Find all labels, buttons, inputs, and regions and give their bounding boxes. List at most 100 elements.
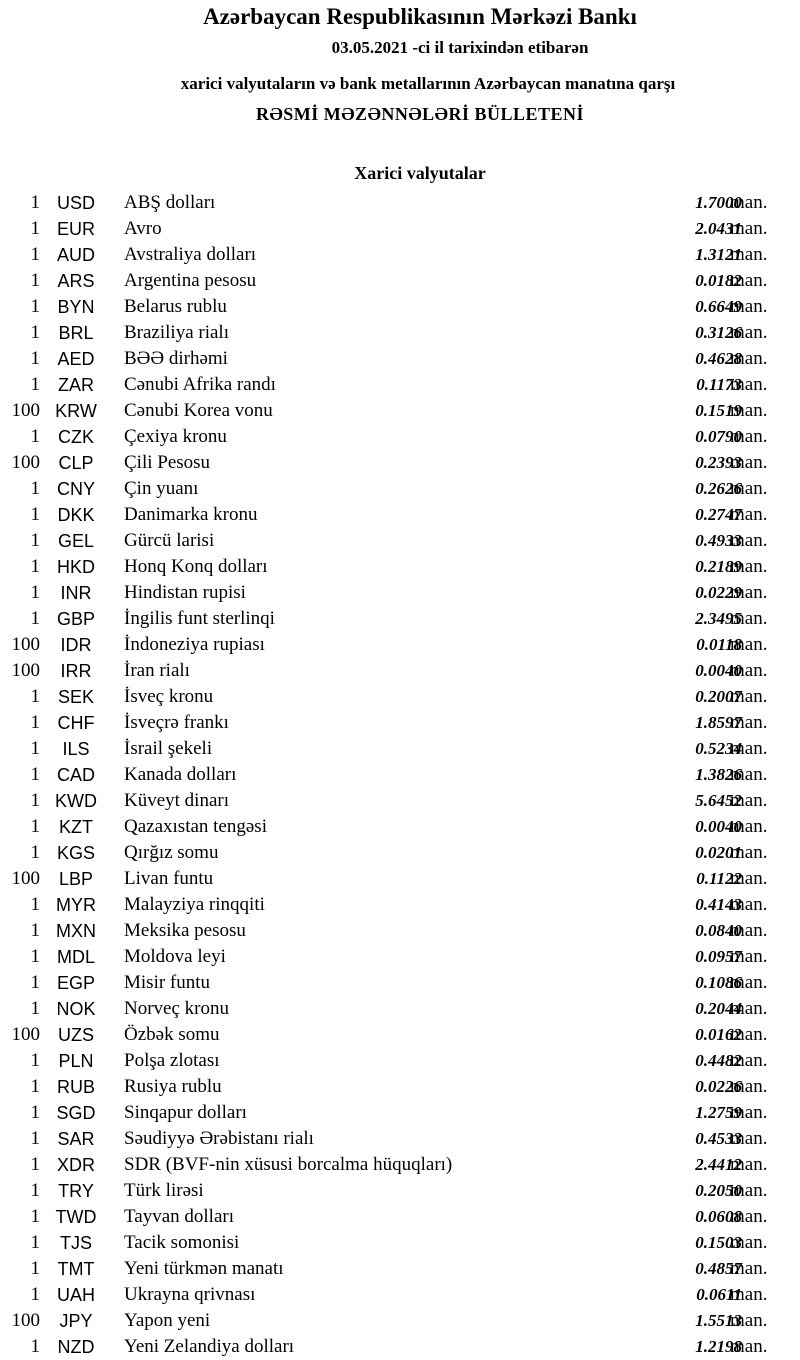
quantity: 1 bbox=[30, 296, 41, 317]
currency-name: Malayziya rinqqiti bbox=[124, 894, 265, 915]
unit-label: man. bbox=[730, 348, 768, 369]
currency-code: CHF bbox=[57, 713, 95, 733]
table-row: 1 SAR Səudiyyə Ərəbistanı rialı 0.4533 man. bbox=[0, 1126, 800, 1152]
unit-label: man. bbox=[730, 1206, 768, 1227]
currency-code: AED bbox=[57, 349, 95, 369]
table-row: 1 AUD Avstraliya dolları 1.3121 man. bbox=[0, 242, 800, 268]
currency-code: BYN bbox=[57, 297, 95, 317]
currency-name: Misir funtu bbox=[124, 972, 211, 993]
unit-label: man. bbox=[730, 1102, 768, 1123]
quantity: 100 bbox=[11, 634, 41, 655]
currency-code: JPY bbox=[59, 1311, 93, 1331]
table-row: 1 RUB Rusiya rublu 0.0226 man. bbox=[0, 1074, 800, 1100]
currency-code: IDR bbox=[60, 635, 92, 655]
rate-value: 0.4933 bbox=[695, 531, 742, 550]
rate-value: 1.2198 bbox=[695, 1337, 742, 1356]
unit-label: man. bbox=[730, 1232, 768, 1253]
currency-name: Argentina pesosu bbox=[124, 270, 257, 291]
unit-label: man. bbox=[730, 868, 768, 889]
unit-label: man. bbox=[730, 218, 768, 239]
quantity: 1 bbox=[30, 530, 41, 551]
bank-name: Azərbaycan Respublikasının Mərkəzi Bankı bbox=[203, 4, 637, 29]
rate-value: 0.2747 bbox=[695, 505, 742, 524]
rate-value: 2.4412 bbox=[695, 1155, 742, 1174]
table-row: 1 SEK İsveç kronu 0.2007 man. bbox=[0, 684, 800, 710]
table-row: 1 XDR SDR (BVF-nin xüsusi borcalma hüquqla… bbox=[0, 1152, 800, 1178]
rate-value: 0.0957 bbox=[695, 947, 742, 966]
currency-name: Avstraliya dolları bbox=[124, 244, 257, 265]
quantity: 1 bbox=[30, 1076, 41, 1097]
unit-label: man. bbox=[730, 1180, 768, 1201]
quantity: 100 bbox=[11, 1310, 41, 1331]
currency-code: KRW bbox=[55, 401, 97, 421]
currency-name: Qazaxıstan tengəsi bbox=[124, 816, 267, 837]
unit-label: man. bbox=[730, 972, 768, 993]
rate-value: 2.3495 bbox=[695, 609, 742, 628]
currency-code: UAH bbox=[56, 1285, 95, 1305]
table-row: 1 MDL Moldova leyi 0.0957 man. bbox=[0, 944, 800, 970]
unit-label: man. bbox=[730, 374, 768, 395]
table-row: 1 EGP Misir funtu 0.1086 man. bbox=[0, 970, 800, 996]
table-row: 1 PLN Polşa zlotası 0.4482 man. bbox=[0, 1048, 800, 1074]
currency-name: İngilis funt sterlinqi bbox=[124, 608, 275, 629]
table-row: 1 DKK Danimarka kronu 0.2747 man. bbox=[0, 502, 800, 528]
unit-label: man. bbox=[730, 1336, 768, 1357]
unit-label: man. bbox=[730, 400, 768, 421]
rate-value: 1.7000 bbox=[695, 193, 742, 212]
quantity: 1 bbox=[30, 1050, 41, 1071]
table-row: 1 TWD Tayvan dolları 0.0608 man. bbox=[0, 1204, 800, 1230]
table-row: 1 ILS İsrail şekeli 0.5234 man. bbox=[0, 736, 800, 762]
currency-code: CLP bbox=[58, 453, 94, 473]
quantity: 1 bbox=[30, 348, 41, 369]
rate-value: 0.0162 bbox=[695, 1025, 742, 1044]
rate-value: 0.1503 bbox=[695, 1233, 742, 1252]
currency-code: AUD bbox=[56, 245, 95, 265]
currency-name: Belarus rublu bbox=[124, 296, 227, 317]
currency-name: SDR (BVF-nin xüsusi borcalma hüquqları) bbox=[124, 1154, 453, 1175]
table-row: 100 IRR İran rialı 0.0040 man. bbox=[0, 658, 800, 684]
quantity: 1 bbox=[30, 1258, 41, 1279]
quantity: 1 bbox=[30, 1180, 41, 1201]
quantity: 1 bbox=[30, 998, 41, 1019]
quantity: 1 bbox=[30, 1102, 41, 1123]
currency-code: GBP bbox=[56, 609, 95, 629]
quantity: 100 bbox=[11, 868, 41, 889]
unit-label: man. bbox=[730, 1258, 768, 1279]
rate-value: 0.0229 bbox=[695, 583, 742, 602]
rate-value: 2.0431 bbox=[695, 219, 742, 238]
currency-name: Avro bbox=[124, 218, 162, 239]
date-line: 03.05.2021 -ci il tarixindən etibarən bbox=[331, 38, 589, 57]
currency-code: CNY bbox=[56, 479, 95, 499]
unit-label: man. bbox=[730, 1024, 768, 1045]
unit-label: man. bbox=[730, 322, 768, 343]
unit-label: man. bbox=[730, 1050, 768, 1071]
table-row: 1 KGS Qırğız somu 0.0201 man. bbox=[0, 840, 800, 866]
table-row: 1 CZK Çexiya kronu 0.0790 man. bbox=[0, 424, 800, 450]
currency-name: Danimarka kronu bbox=[124, 504, 258, 525]
rate-value: 0.0118 bbox=[696, 635, 742, 654]
quantity: 1 bbox=[30, 764, 41, 785]
rate-value: 0.5234 bbox=[695, 739, 742, 758]
currency-code: KZT bbox=[59, 817, 93, 837]
quantity: 1 bbox=[30, 1232, 41, 1253]
table-row: 100 CLP Çili Pesosu 0.2393 man. bbox=[0, 450, 800, 476]
unit-label: man. bbox=[730, 582, 768, 603]
quantity: 1 bbox=[30, 426, 41, 447]
unit-label: man. bbox=[730, 946, 768, 967]
table-row: 1 HKD Honq Konq dolları 0.2189 man. bbox=[0, 554, 800, 580]
currency-name: Qırğız somu bbox=[124, 842, 219, 863]
table-row: 1 MXN Meksika pesosu 0.0840 man. bbox=[0, 918, 800, 944]
rate-value: 0.6649 bbox=[695, 297, 742, 316]
currency-code: TRY bbox=[58, 1181, 94, 1201]
rate-value: 1.5513 bbox=[695, 1311, 742, 1330]
currency-name: İsveç kronu bbox=[124, 686, 214, 707]
quantity: 1 bbox=[30, 920, 41, 941]
quantity: 1 bbox=[30, 686, 41, 707]
quantity: 1 bbox=[30, 1336, 41, 1357]
unit-label: man. bbox=[730, 426, 768, 447]
rate-value: 0.4143 bbox=[695, 895, 742, 914]
currency-code: XDR bbox=[56, 1155, 95, 1175]
currency-code: NZD bbox=[57, 1337, 95, 1357]
rate-value: 0.0040 bbox=[695, 661, 742, 680]
table-row: 1 TRY Türk lirəsi 0.2050 man. bbox=[0, 1178, 800, 1204]
